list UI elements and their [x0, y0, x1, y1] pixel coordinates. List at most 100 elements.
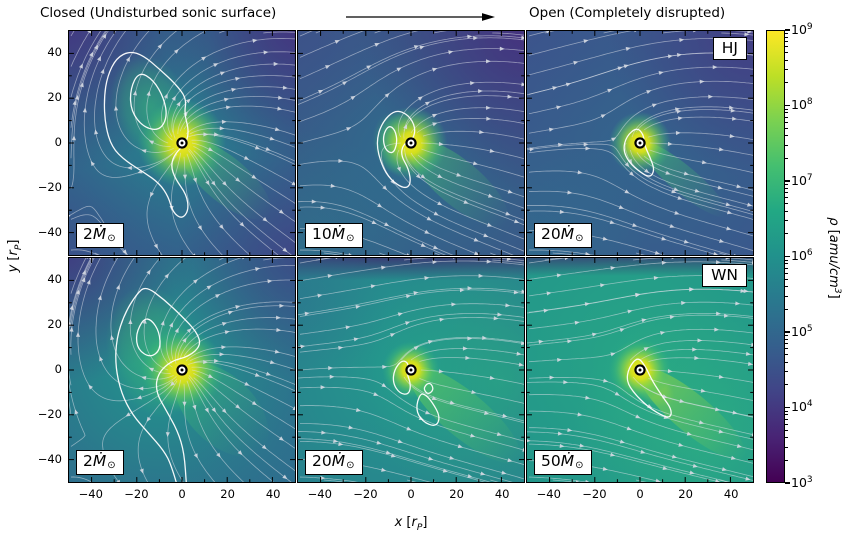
y-tick-label: 20 — [47, 316, 62, 331]
colorbar-minor-tick — [785, 267, 788, 269]
panel-tag-wn: WN — [702, 264, 747, 287]
y-tick-label: 40 — [47, 44, 62, 59]
x-tick-label: −40 — [307, 487, 332, 501]
sonic-surface-contours — [103, 51, 189, 218]
colorbar-minor-tick — [785, 192, 788, 194]
density-map — [69, 31, 295, 255]
y-tick-label: 20 — [47, 89, 62, 104]
x-tick-label: 20 — [220, 487, 235, 501]
colorbar-minor-tick — [785, 338, 788, 340]
mdot-label: 10Ṁ⊙ — [305, 222, 363, 248]
colorbar-tick — [785, 482, 790, 484]
y-axis-bracket-open: [ — [6, 255, 22, 265]
colorbar-minor-tick — [785, 361, 788, 363]
colorbar-minor-tick — [785, 112, 788, 114]
colorbar-minor-tick — [785, 437, 788, 438]
colorbar-minor-tick — [785, 429, 788, 431]
mdot-label: 20Ṁ⊙ — [534, 222, 592, 248]
x-tick-label: 40 — [265, 487, 281, 501]
colorbar-tick — [785, 104, 790, 107]
colorbar-minor-tick — [785, 335, 788, 336]
colorbar-minor-tick — [785, 308, 788, 310]
header-closed-label: Closed (Undisturbed sonic surface) — [40, 5, 277, 21]
x-tick-label: 40 — [723, 487, 739, 501]
y-axis-bracket-close: ] — [6, 239, 22, 245]
panel-wn-20mdot: 20Ṁ⊙ — [297, 257, 525, 483]
colorbar-gradient — [766, 30, 785, 483]
y-tick-label: −40 — [37, 225, 62, 240]
x-tick-label: −20 — [353, 487, 378, 501]
y-tick-label: −40 — [37, 452, 62, 467]
colorbar-minor-tick — [785, 220, 788, 221]
x-axis-bracket-open: [ — [402, 515, 412, 531]
panel-ticks — [69, 31, 295, 255]
colorbar-minor-tick — [785, 423, 788, 425]
colorbar-minor-tick — [785, 187, 788, 189]
colorbar-tick-label: 109 — [791, 21, 813, 37]
flow-arrows-layer — [69, 258, 295, 482]
mdot-label: 20Ṁ⊙ — [305, 449, 363, 475]
x-axis-r-subscript: P — [416, 522, 423, 533]
x-tick-label: 40 — [494, 487, 510, 501]
colorbar-minor-tick — [785, 157, 788, 159]
colorbar-minor-tick — [785, 343, 788, 345]
planet-marker — [176, 364, 188, 376]
x-axis-bracket-close: ] — [422, 515, 428, 531]
x-axis-label: x [rP] — [395, 515, 428, 533]
colorbar-tick-label: 105 — [791, 323, 813, 339]
planet-marker — [634, 364, 646, 376]
colorbar-minor-tick — [785, 233, 788, 235]
x-tick-label: 0 — [636, 487, 644, 501]
colorbar-minor-tick — [785, 414, 788, 416]
y-tick-label: 0 — [54, 362, 62, 376]
y-tick-label: 0 — [54, 135, 62, 149]
gas-tail — [409, 366, 521, 464]
colorbar-minor-tick — [785, 418, 788, 420]
header-arrow-icon — [346, 13, 495, 21]
colorbar-minor-tick — [785, 203, 788, 205]
x-tick-label: −20 — [124, 487, 149, 501]
x-axis-letter: x — [394, 515, 403, 531]
y-axis-r-subscript: P — [13, 244, 24, 251]
planet-marker — [176, 137, 188, 149]
x-axis-r-symbol: r — [411, 515, 417, 531]
colorbar-tick — [785, 255, 790, 258]
y-tick-label: −20 — [37, 180, 62, 195]
panel-ticks — [298, 31, 524, 255]
colorbar-tick — [785, 29, 790, 31]
colorbar-tick — [785, 406, 790, 409]
panel-ticks — [527, 258, 753, 482]
panel-hj-20mdot: 20Ṁ⊙ HJ — [526, 30, 754, 256]
colorbar-tick-label: 103 — [791, 474, 813, 490]
y-axis-label: y [rP] — [6, 240, 24, 273]
y-tick-label: 40 — [47, 271, 62, 286]
panel-wn-2mdot: 2Ṁ⊙ — [68, 257, 296, 483]
sonic-surface-contours — [376, 110, 416, 189]
colorbar-minor-tick — [785, 144, 788, 146]
panel-ticks — [527, 31, 753, 255]
colorbar-minor-tick — [785, 263, 788, 265]
gas-tail — [638, 367, 746, 460]
colorbar-minor-tick — [785, 127, 788, 129]
density-map — [527, 31, 753, 255]
colorbar-tick-label: 106 — [791, 248, 813, 264]
density-map — [298, 31, 524, 255]
panel-ticks — [298, 258, 524, 482]
x-tick-label: −40 — [78, 487, 103, 501]
y-axis-r-symbol: r — [6, 250, 22, 256]
colorbar-label: ρ [amu/cm3] — [826, 217, 842, 298]
planet-marker — [405, 364, 417, 376]
colorbar-minor-tick — [785, 384, 788, 386]
x-tick-label: 20 — [449, 487, 464, 501]
colorbar-minor-tick — [785, 82, 788, 84]
colorbar-tick-label: 104 — [791, 399, 813, 415]
colorbar-minor-tick — [785, 459, 788, 461]
colorbar-minor-tick — [785, 41, 788, 43]
mdot-label: 2Ṁ⊙ — [76, 449, 124, 475]
colorbar-tick — [785, 331, 790, 333]
colorbar-minor-tick — [785, 46, 788, 48]
panel-hj-10mdot: 10Ṁ⊙ — [297, 30, 525, 256]
planet-marker — [405, 137, 417, 149]
